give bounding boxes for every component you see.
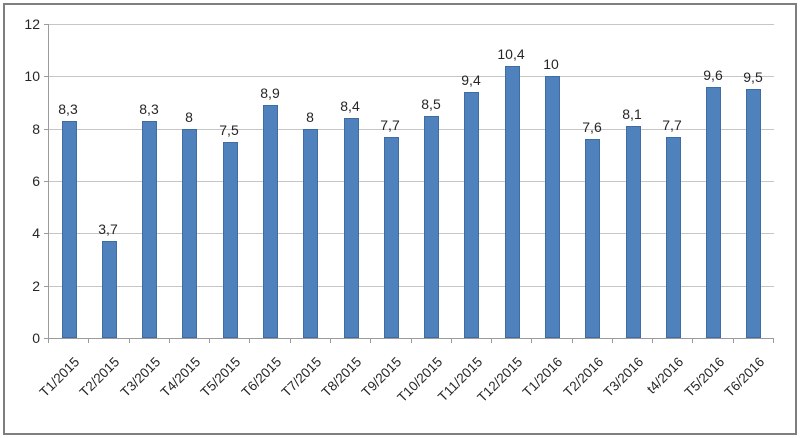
x-axis-tick <box>773 339 774 343</box>
x-tick-label: T8/2015 <box>318 354 365 400</box>
bar-value-label: 7,5 <box>219 122 239 138</box>
x-axis-tick <box>290 339 291 343</box>
x-axis-tick <box>652 339 653 343</box>
bar-T5/2015 <box>223 142 238 338</box>
bar-T9/2015 <box>384 137 399 338</box>
bar-value-label: 9,5 <box>743 69 763 85</box>
bar-T5/2016 <box>706 87 721 338</box>
y-tick-label: 8 <box>32 120 40 137</box>
y-tick-label: 4 <box>32 225 40 242</box>
bar-T2/2015 <box>102 241 117 338</box>
x-tick-label: T5/2016 <box>681 354 728 400</box>
bar-T12/2015 <box>505 66 520 338</box>
gridline-y-12 <box>49 24 774 25</box>
x-tick-label: T6/2016 <box>721 354 768 400</box>
x-axis-tick <box>572 339 573 343</box>
gridline-y-8 <box>49 128 774 130</box>
y-tick-label: 2 <box>32 277 40 294</box>
bar-T1/2016 <box>545 76 560 338</box>
y-axis-tick <box>44 76 48 78</box>
bar-value-label: 9,4 <box>461 72 481 88</box>
y-axis-tick <box>44 233 48 235</box>
bar-value-label: 7,7 <box>380 117 400 133</box>
bar-T3/2015 <box>142 121 157 338</box>
x-axis-tick <box>411 339 412 343</box>
bar-T3/2016 <box>626 126 641 338</box>
plot-area <box>48 24 774 339</box>
x-axis-tick <box>330 339 331 343</box>
bar-value-label: 8 <box>185 109 193 125</box>
bar-value-label: 8,4 <box>340 98 360 114</box>
x-tick-label: T1/2016 <box>519 354 566 400</box>
x-tick-label: T6/2015 <box>238 354 285 400</box>
bar-value-label: 10,4 <box>497 46 525 62</box>
bar-value-label: 8,3 <box>139 101 159 117</box>
bar-value-label: 7,6 <box>582 119 602 135</box>
x-axis-tick <box>612 339 613 343</box>
x-axis-tick <box>129 339 130 343</box>
x-axis-tick <box>169 339 170 343</box>
x-axis-tick <box>88 339 89 343</box>
gridline-y-6 <box>49 181 774 182</box>
bar-T4/2015 <box>182 129 197 338</box>
bar-T8/2015 <box>344 118 359 338</box>
y-axis-tick <box>44 128 48 130</box>
x-tick-label: t4/2016 <box>643 354 687 397</box>
x-tick-label: T2/2015 <box>76 354 123 400</box>
y-tick-label: 10 <box>24 68 40 85</box>
bar-T6/2015 <box>263 105 278 338</box>
x-tick-label: T3/2015 <box>117 354 164 400</box>
x-tick-label: T2/2016 <box>560 354 607 400</box>
y-tick-label: 6 <box>32 173 40 189</box>
bar-value-label: 8,1 <box>622 106 642 122</box>
x-tick-label: T5/2015 <box>197 354 244 400</box>
chart-frame: 0 2 4 6 8 10 12 T1/2015 T2/2015 T3/2015 T4/2015 T5… <box>3 3 797 435</box>
bar-value-label: 8,9 <box>260 85 280 101</box>
y-axis-tick <box>44 181 48 182</box>
y-tick-label: 12 <box>24 16 40 32</box>
gridline-y-2 <box>49 285 774 287</box>
bar-value-label: 8,3 <box>58 101 78 117</box>
x-axis-tick <box>491 339 492 343</box>
bar-value-label: 10 <box>543 56 559 72</box>
bar-T7/2015 <box>303 129 318 338</box>
bar-value-label: 3,7 <box>98 221 118 237</box>
x-axis-tick <box>692 339 693 343</box>
y-axis-tick <box>44 24 48 25</box>
x-axis-tick <box>370 339 371 343</box>
bar-T6/2016 <box>746 89 761 338</box>
y-axis-tick <box>44 285 48 287</box>
gridline-y-4 <box>49 233 774 235</box>
bar-T11/2015 <box>464 92 479 338</box>
bar-T1/2015 <box>62 121 77 338</box>
gridline-y-10 <box>49 76 774 78</box>
x-axis-tick <box>531 339 532 343</box>
x-axis-tick <box>733 339 734 343</box>
x-tick-label: T4/2015 <box>157 354 204 400</box>
bar-value-label: 7,7 <box>662 117 682 133</box>
bar-T10/2015 <box>424 116 439 338</box>
x-tick-label: T3/2016 <box>600 354 647 400</box>
bar-t4/2016 <box>666 137 681 338</box>
y-axis-tick <box>44 338 48 339</box>
x-axis-tick <box>451 339 452 343</box>
x-tick-label: T1/2015 <box>36 354 83 400</box>
bar-value-label: 8,5 <box>421 96 441 112</box>
bar-value-label: 9,6 <box>703 67 723 83</box>
x-axis-tick <box>209 339 210 343</box>
x-axis-tick <box>48 339 49 343</box>
x-axis-tick <box>249 339 250 343</box>
bar-value-label: 8 <box>306 109 314 125</box>
y-tick-label: 0 <box>32 330 40 346</box>
bar-T2/2016 <box>585 139 600 338</box>
x-tick-label: T7/2015 <box>278 354 325 400</box>
